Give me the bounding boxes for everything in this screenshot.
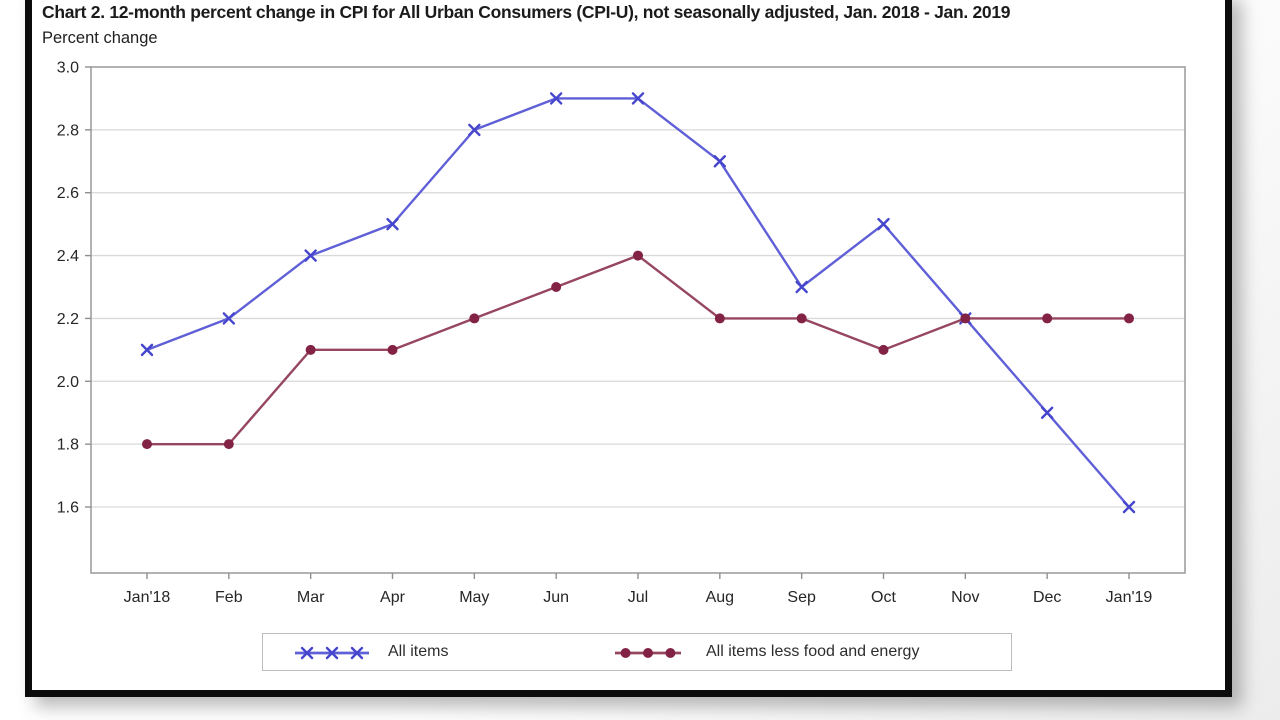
legend-label-all-items-less-food-and-energy: All items less food and energy: [706, 643, 920, 660]
all-items-line-sample-icon: [295, 646, 369, 660]
svg-text:2.2: 2.2: [57, 311, 79, 328]
svg-text:Nov: Nov: [951, 589, 979, 606]
svg-text:May: May: [459, 589, 489, 606]
svg-text:Jan'19: Jan'19: [1106, 589, 1153, 606]
svg-text:Feb: Feb: [215, 589, 243, 606]
svg-text:1.8: 1.8: [57, 437, 79, 454]
y-axis-unit-label: Percent change: [42, 29, 158, 47]
svg-text:Jan'18: Jan'18: [124, 589, 171, 606]
svg-text:Dec: Dec: [1033, 589, 1061, 606]
svg-text:Jun: Jun: [543, 589, 569, 606]
svg-text:Oct: Oct: [871, 589, 896, 606]
legend: All items All items less food and energy: [262, 633, 1012, 671]
legend-label-all-items: All items: [388, 643, 449, 660]
svg-text:Mar: Mar: [297, 589, 325, 606]
svg-text:3.0: 3.0: [57, 60, 79, 77]
svg-text:Aug: Aug: [706, 589, 734, 606]
svg-text:2.6: 2.6: [57, 185, 79, 202]
svg-text:2.0: 2.0: [57, 374, 79, 391]
chart-title: Chart 2. 12-month percent change in CPI …: [42, 2, 1011, 22]
svg-text:Apr: Apr: [380, 589, 406, 606]
all-items-less-food-energy-line-sample-icon: [615, 648, 681, 658]
svg-text:2.4: 2.4: [57, 248, 79, 265]
svg-text:1.6: 1.6: [57, 500, 79, 517]
svg-text:2.8: 2.8: [57, 122, 79, 139]
chart-panel: [25, 0, 1232, 697]
svg-text:Sep: Sep: [787, 589, 816, 606]
svg-text:Jul: Jul: [628, 589, 648, 606]
